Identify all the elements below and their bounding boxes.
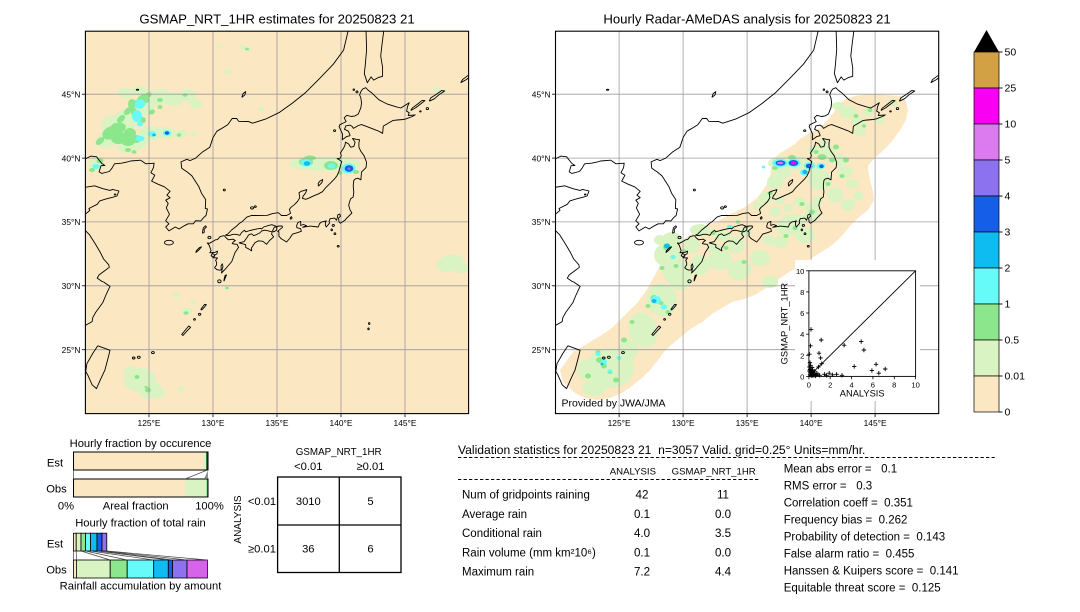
svg-text:Equitable threat score = 0.12: Equitable threat score = 0.125 [784, 582, 941, 594]
svg-text:35°N: 35°N [532, 217, 551, 227]
svg-text:Mean abs error = 0.1: Mean abs error = 0.1 [784, 463, 897, 475]
svg-text:0.0: 0.0 [715, 546, 731, 559]
svg-text:GSMAP_NRT_1HR: GSMAP_NRT_1HR [672, 467, 756, 478]
svg-text:1: 1 [1005, 299, 1011, 311]
svg-text:<0.01: <0.01 [294, 461, 322, 473]
svg-text:Est: Est [47, 458, 64, 470]
svg-text:4: 4 [1005, 191, 1011, 203]
svg-text:135°E: 135°E [736, 418, 759, 428]
svg-text:False alarm ratio = 0.455: False alarm ratio = 0.455 [784, 548, 915, 560]
svg-text:125°E: 125°E [608, 418, 631, 428]
svg-text:RMS error = 0.3: RMS error = 0.3 [784, 480, 873, 492]
svg-text:140°E: 140°E [330, 418, 353, 428]
svg-text:7.2: 7.2 [634, 566, 650, 579]
svg-text:45°N: 45°N [532, 89, 551, 99]
svg-text:2: 2 [1005, 263, 1011, 275]
svg-text:4: 4 [800, 330, 804, 339]
svg-text:42: 42 [636, 489, 649, 502]
svg-text:GSMAP_NRT_1HR estimates for 20: GSMAP_NRT_1HR estimates for 20250823 21 [139, 12, 414, 27]
svg-text:Hanssen & Kuipers score = 0.1: Hanssen & Kuipers score = 0.141 [784, 565, 959, 577]
svg-text:140°E: 140°E [800, 418, 823, 428]
svg-text:0.0: 0.0 [715, 508, 731, 521]
svg-text:Est: Est [47, 539, 64, 551]
svg-text:Hourly fraction of total rain: Hourly fraction of total rain [75, 518, 206, 530]
svg-text:35°N: 35°N [62, 217, 81, 227]
svg-text:Conditional rain: Conditional rain [462, 528, 542, 540]
svg-text:0: 0 [800, 372, 804, 381]
svg-text:5: 5 [367, 496, 373, 508]
svg-text:36: 36 [302, 544, 314, 556]
svg-text:GSMAP_NRT_1HR: GSMAP_NRT_1HR [780, 283, 790, 365]
svg-text:Obs: Obs [46, 565, 67, 577]
svg-text:Rainfall accumulation by amoun: Rainfall accumulation by amount [60, 581, 223, 593]
svg-text:Maximum rain: Maximum rain [462, 567, 534, 579]
svg-text:GSMAP_NRT_1HR: GSMAP_NRT_1HR [296, 447, 382, 458]
svg-text:30°N: 30°N [532, 281, 551, 291]
svg-text:0.01: 0.01 [1005, 371, 1026, 383]
svg-text:2: 2 [828, 380, 832, 389]
svg-text:25: 25 [1005, 83, 1017, 95]
svg-text:40°N: 40°N [62, 153, 81, 163]
svg-text:3010: 3010 [296, 496, 321, 508]
svg-text:3.5: 3.5 [715, 527, 731, 540]
svg-text:≥0.01: ≥0.01 [248, 544, 276, 556]
svg-text:25°N: 25°N [532, 345, 551, 355]
svg-text:145°E: 145°E [394, 418, 417, 428]
svg-text:4.0: 4.0 [634, 527, 650, 540]
svg-text:8: 8 [892, 380, 896, 389]
svg-text:6: 6 [800, 309, 804, 318]
svg-text:30°N: 30°N [62, 281, 81, 291]
svg-text:Validation statistics for 2025: Validation statistics for 20250823 21 n=… [458, 443, 865, 457]
svg-text:25°N: 25°N [62, 345, 81, 355]
svg-text:≥0.01: ≥0.01 [357, 461, 385, 473]
svg-text:2: 2 [800, 351, 804, 360]
svg-text:4: 4 [849, 380, 853, 389]
svg-text:<0.01: <0.01 [248, 496, 276, 508]
svg-text:5: 5 [1005, 155, 1011, 167]
svg-text:3: 3 [1005, 227, 1011, 239]
svg-text:6: 6 [871, 380, 875, 389]
svg-text:Provided by JWA/JMA: Provided by JWA/JMA [562, 398, 666, 410]
svg-text:6: 6 [367, 544, 373, 556]
svg-text:0.5: 0.5 [1005, 335, 1020, 347]
svg-text:0%: 0% [58, 501, 74, 513]
svg-text:ANALYSIS: ANALYSIS [840, 389, 885, 399]
svg-text:0: 0 [1005, 407, 1011, 419]
svg-text:Frequency bias = 0.262: Frequency bias = 0.262 [784, 514, 908, 526]
svg-text:Num of gridpoints raining: Num of gridpoints raining [462, 490, 590, 502]
svg-text:Correlation coeff = 0.351: Correlation coeff = 0.351 [784, 497, 913, 509]
svg-text:Obs: Obs [46, 484, 67, 496]
svg-text:Areal fraction: Areal fraction [103, 501, 169, 513]
svg-text:0.1: 0.1 [634, 508, 650, 521]
svg-text:130°E: 130°E [672, 418, 695, 428]
svg-text:125°E: 125°E [138, 418, 161, 428]
svg-text:10: 10 [796, 267, 804, 276]
svg-text:45°N: 45°N [62, 89, 81, 99]
svg-text:0: 0 [807, 380, 811, 389]
svg-text:Hourly Radar-AMeDAS analysis f: Hourly Radar-AMeDAS analysis for 2025082… [603, 12, 890, 27]
svg-text:Probability of detection = 0.: Probability of detection = 0.143 [784, 531, 945, 543]
svg-text:135°E: 135°E [266, 418, 289, 428]
svg-text:Rain volume (mm km²10⁶): Rain volume (mm km²10⁶) [462, 547, 596, 559]
svg-text:0.1: 0.1 [634, 546, 650, 559]
svg-text:130°E: 130°E [202, 418, 225, 428]
svg-text:10: 10 [1005, 119, 1017, 131]
svg-text:40°N: 40°N [532, 153, 551, 163]
svg-text:145°E: 145°E [864, 418, 887, 428]
svg-text:11: 11 [717, 489, 729, 502]
svg-text:50: 50 [1005, 47, 1017, 59]
svg-text:ANALYSIS: ANALYSIS [610, 467, 656, 478]
svg-text:4.4: 4.4 [715, 566, 732, 579]
svg-text:100%: 100% [195, 501, 224, 513]
svg-text:Average rain: Average rain [462, 509, 527, 521]
svg-text:Hourly fraction by occurence: Hourly fraction by occurence [70, 438, 212, 450]
svg-text:ANALYSIS: ANALYSIS [233, 495, 244, 543]
svg-text:10: 10 [911, 380, 919, 389]
svg-text:8: 8 [800, 288, 804, 297]
